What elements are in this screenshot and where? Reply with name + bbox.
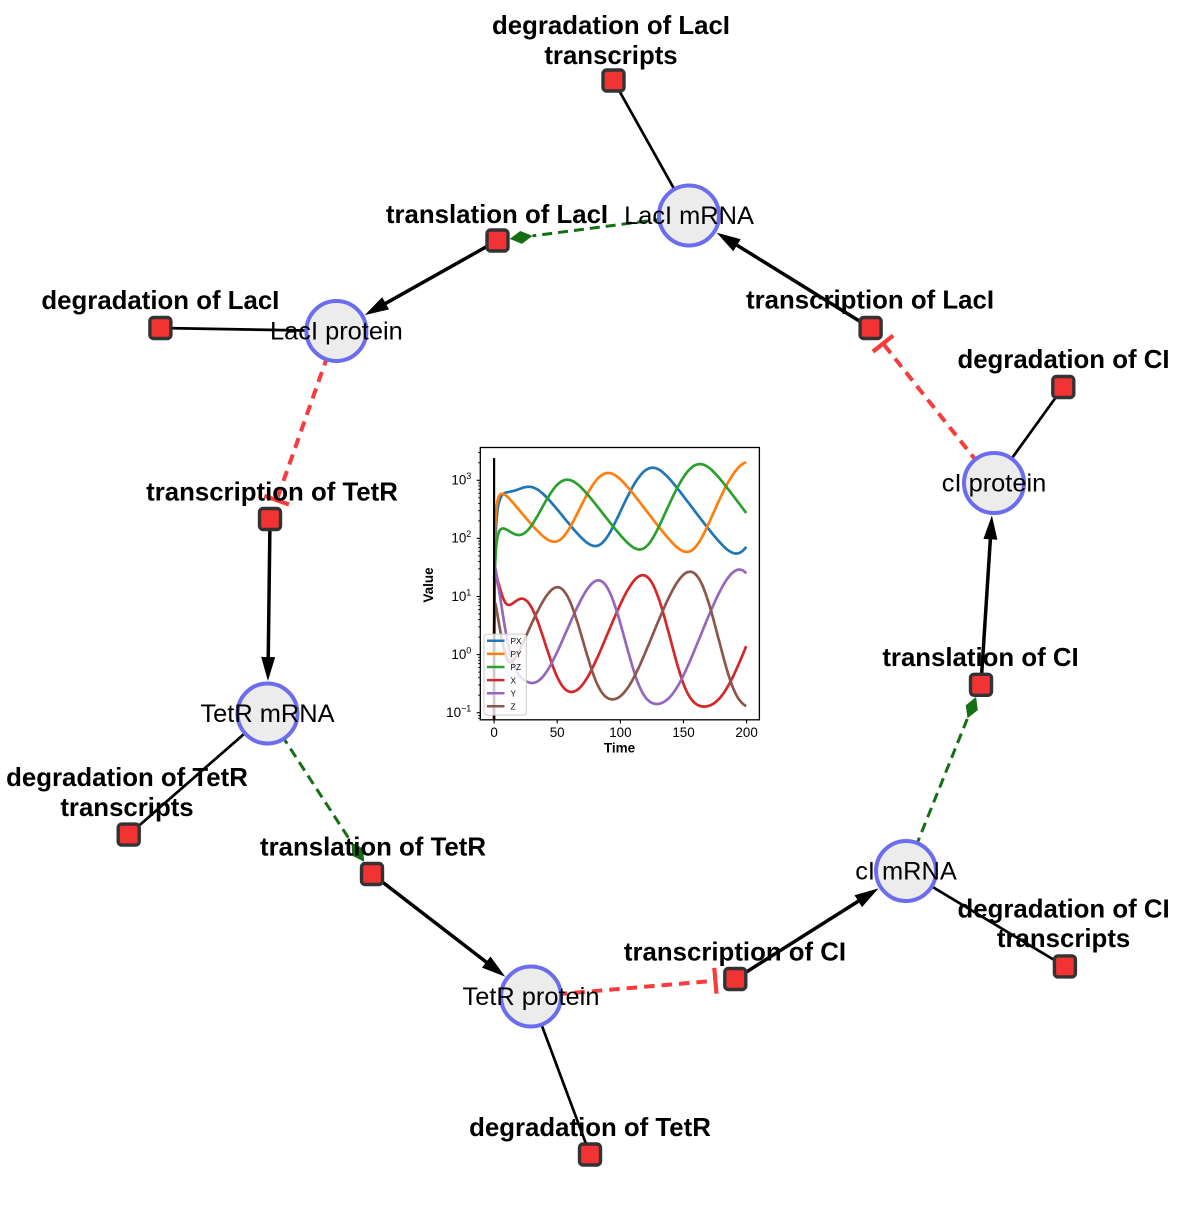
svg-text:TetR mRNA: TetR mRNA	[200, 700, 334, 728]
svg-text:Time: Time	[604, 741, 636, 756]
svg-text:200: 200	[735, 725, 757, 740]
svg-text:PY: PY	[511, 650, 522, 659]
svg-text:cI protein: cI protein	[942, 470, 1046, 498]
svg-text:transcripts: transcripts	[60, 794, 193, 822]
svg-text:transcription of CI: transcription of CI	[624, 938, 846, 966]
svg-text:Y: Y	[511, 689, 517, 698]
svg-text:PX: PX	[511, 637, 522, 646]
svg-text:Z: Z	[511, 703, 516, 712]
svg-text:PZ: PZ	[511, 663, 521, 672]
svg-text:cI mRNA: cI mRNA	[855, 858, 957, 886]
svg-text:50: 50	[550, 725, 565, 740]
svg-text:TetR protein: TetR protein	[463, 983, 600, 1011]
svg-text:LacI protein: LacI protein	[270, 318, 403, 346]
svg-text:transcripts: transcripts	[544, 42, 677, 70]
svg-text:translation of CI: translation of CI	[882, 644, 1078, 672]
svg-text:Value: Value	[421, 567, 436, 603]
svg-text:0: 0	[490, 725, 497, 740]
svg-text:100: 100	[609, 725, 631, 740]
svg-text:degradation of CI: degradation of CI	[958, 896, 1170, 924]
svg-text:translation of LacI: translation of LacI	[386, 201, 608, 229]
svg-text:150: 150	[672, 725, 694, 740]
svg-text:transcripts: transcripts	[997, 925, 1130, 953]
svg-text:translation of TetR: translation of TetR	[260, 833, 486, 861]
svg-text:LacI mRNA: LacI mRNA	[624, 202, 754, 230]
svg-text:degradation of TetR: degradation of TetR	[6, 764, 248, 792]
svg-text:X: X	[511, 676, 517, 685]
svg-text:degradation of TetR: degradation of TetR	[469, 1114, 711, 1142]
svg-text:transcription of LacI: transcription of LacI	[746, 287, 994, 315]
svg-text:degradation of LacI: degradation of LacI	[41, 287, 279, 315]
svg-text:degradation of CI: degradation of CI	[957, 346, 1169, 374]
svg-text:degradation of LacI: degradation of LacI	[492, 12, 730, 40]
svg-text:transcription of TetR: transcription of TetR	[146, 478, 398, 506]
